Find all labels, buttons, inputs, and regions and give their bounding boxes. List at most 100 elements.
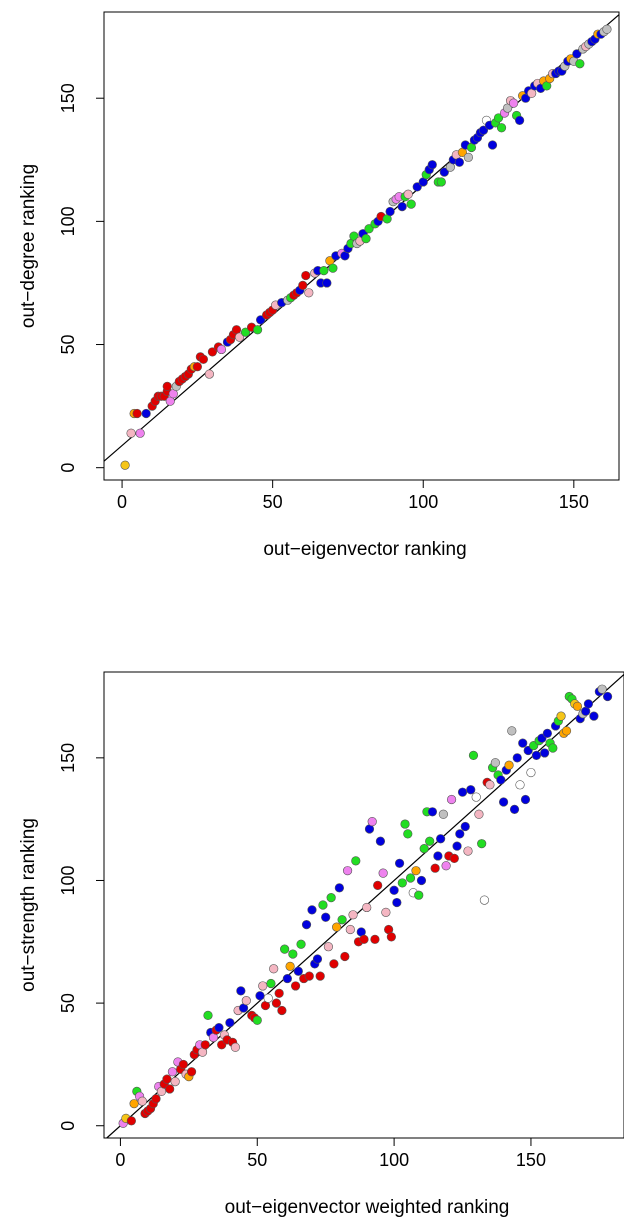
data-point [285,961,295,971]
data-point [126,1116,136,1126]
data-point [293,966,303,976]
y-tick-label: 0 [58,1121,78,1131]
data-point [269,964,279,974]
data-point [403,189,413,199]
data-point [332,922,342,932]
x-axis-title-2: out−eigenvector weighted ranking [225,1197,510,1218]
data-point [433,851,443,861]
data-point [326,893,336,903]
data-point [375,836,386,846]
data-point [214,1023,224,1033]
data-point [471,792,481,802]
data-point [454,157,464,167]
data-point [386,932,396,942]
data-point [162,381,172,392]
data-point [441,861,451,871]
data-point [479,895,490,905]
data-point [548,743,558,753]
data-point [411,866,421,876]
data-point [436,177,446,187]
data-point [478,125,489,135]
data-point [200,1040,210,1050]
y-tick-label: 100 [58,865,78,895]
data-point [135,428,145,438]
data-point [466,785,476,795]
data-point [452,841,462,851]
data-point [329,959,339,969]
y-axis-2: 0 50 100 150 [58,743,105,1131]
data-point [321,912,331,922]
data-point [490,758,500,768]
data-point [496,123,507,133]
data-point [389,885,399,895]
x-tick-label: 100 [379,1150,409,1170]
data-point [207,347,218,357]
data-point [378,868,388,878]
data-point [397,201,407,212]
data-point [203,1010,213,1020]
data-point [498,797,509,807]
data-point [304,971,314,981]
x-tick-label: 150 [516,1150,546,1170]
y-axis-title-1: out−degree ranking [18,164,39,328]
data-point [597,684,607,694]
data-point [362,902,372,913]
x-tick-label: 0 [117,492,127,512]
data-point [416,875,427,886]
data-point [230,1042,240,1052]
data-point [446,794,457,805]
data-point [301,270,311,281]
data-point [296,939,306,949]
y-tick-label: 150 [58,743,78,773]
data-point [216,344,227,355]
data-point [427,160,437,170]
data-point [322,278,332,288]
data-point [414,890,424,900]
data-point [225,1018,235,1028]
data-point [468,750,479,760]
data-point [337,915,347,925]
data-point [496,775,506,785]
x-tick-label: 50 [247,1150,267,1170]
data-point [256,315,266,325]
data-point [252,325,263,335]
data-point [474,809,484,819]
data-point [252,1015,262,1025]
data-point [345,924,355,935]
points-1 [120,24,612,470]
data-point [449,853,459,864]
data-point [508,98,519,108]
x-tick-label: 0 [115,1150,125,1170]
data-point [412,182,422,192]
data-point [340,951,350,962]
data-point [307,905,317,915]
data-point [137,1096,147,1106]
data-point [493,113,504,123]
data-point [509,804,520,814]
data-point [512,753,522,763]
y-tick-label: 150 [58,83,78,113]
y-tick-label: 50 [58,993,78,1013]
data-point [463,846,473,856]
data-point [561,726,572,736]
data-point [425,836,435,846]
data-point [485,780,495,790]
data-point [477,839,487,849]
data-point [288,949,298,959]
data-point [186,1067,197,1077]
data-point [319,266,329,276]
data-point [348,910,358,920]
data-point [298,280,308,291]
data-point [602,24,612,34]
data-point [315,971,325,981]
data-point [370,934,380,944]
data-point [236,986,246,996]
data-point [400,819,410,829]
data-point [430,863,440,873]
data-point [575,59,585,69]
data-point [334,883,344,893]
data-point [460,821,470,832]
data-point [312,954,323,964]
data-point [540,748,550,758]
x-tick-label: 50 [263,492,283,512]
